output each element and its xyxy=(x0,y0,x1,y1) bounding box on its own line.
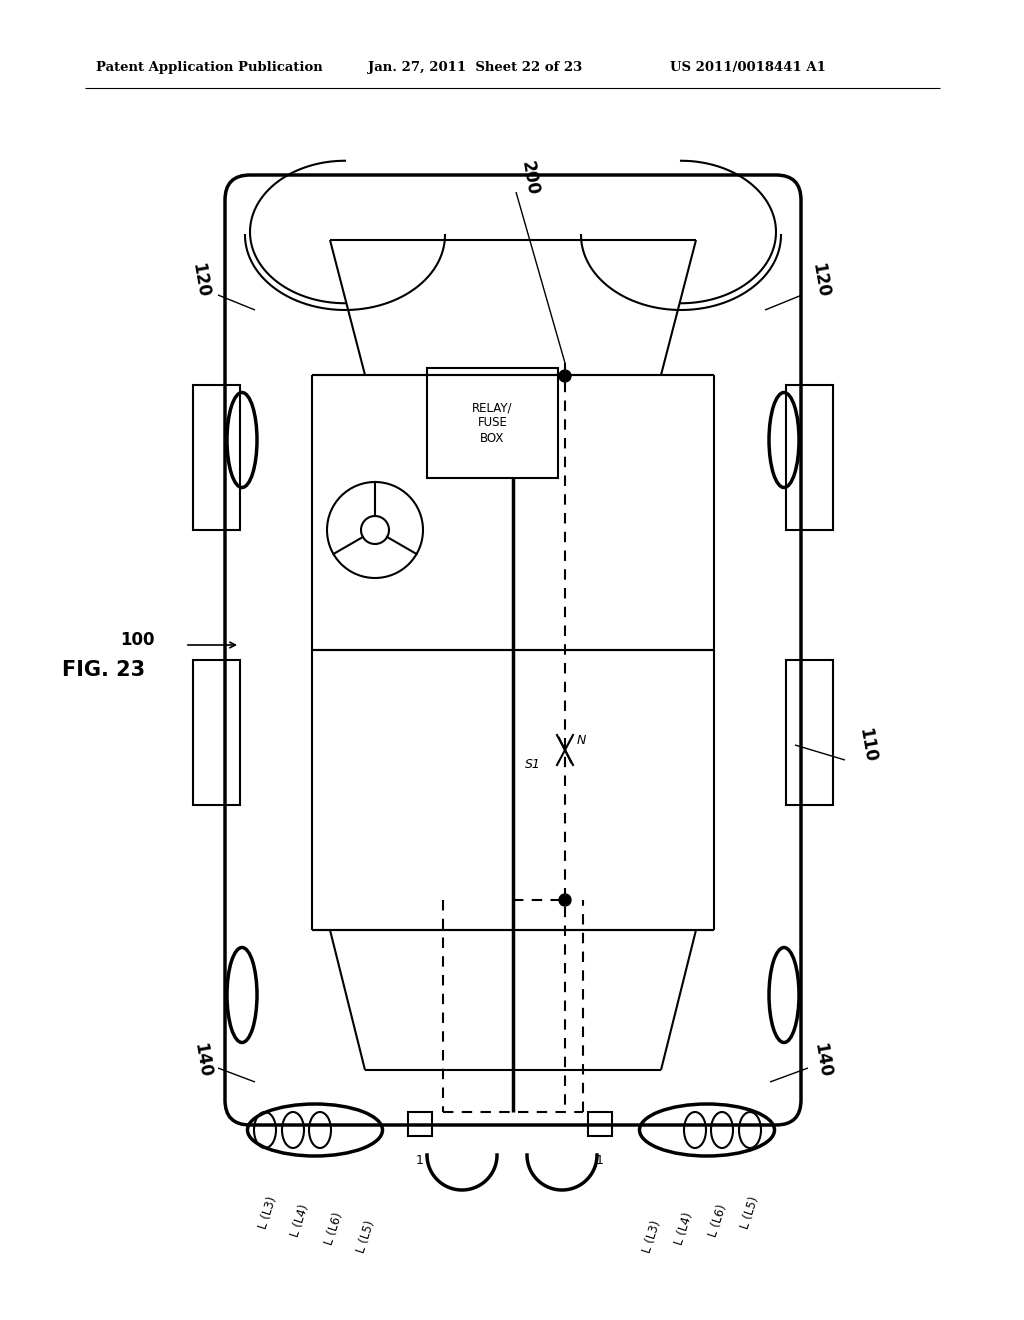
Text: Patent Application Publication: Patent Application Publication xyxy=(96,62,323,74)
Text: FIG. 23: FIG. 23 xyxy=(62,660,145,680)
Text: L (L5): L (L5) xyxy=(738,1195,761,1230)
Text: L (L3): L (L3) xyxy=(641,1218,664,1255)
Circle shape xyxy=(559,370,571,381)
Circle shape xyxy=(559,894,571,906)
Text: 140: 140 xyxy=(190,1041,214,1078)
Text: 100: 100 xyxy=(121,631,155,649)
Text: 120: 120 xyxy=(808,261,831,298)
Text: Jan. 27, 2011  Sheet 22 of 23: Jan. 27, 2011 Sheet 22 of 23 xyxy=(368,62,583,74)
Text: 200: 200 xyxy=(518,160,542,197)
Text: N: N xyxy=(577,734,587,747)
Bar xyxy=(427,368,558,478)
Text: S1: S1 xyxy=(525,759,541,771)
Text: 140: 140 xyxy=(810,1041,834,1078)
Bar xyxy=(588,1111,612,1137)
Bar xyxy=(193,660,240,805)
Text: L (L6): L (L6) xyxy=(707,1203,729,1239)
Text: 1: 1 xyxy=(596,1154,604,1167)
Text: L (L5): L (L5) xyxy=(354,1218,377,1255)
Text: 1: 1 xyxy=(416,1154,424,1167)
Text: L (L4): L (L4) xyxy=(289,1203,311,1239)
Bar xyxy=(786,660,833,805)
Text: L (L3): L (L3) xyxy=(257,1195,280,1230)
Text: US 2011/0018441 A1: US 2011/0018441 A1 xyxy=(670,62,826,74)
Text: L (L6): L (L6) xyxy=(323,1210,345,1247)
Text: L (L4): L (L4) xyxy=(673,1210,695,1247)
Text: RELAY/
FUSE
BOX: RELAY/ FUSE BOX xyxy=(472,401,513,445)
Text: 120: 120 xyxy=(188,261,212,298)
Text: 110: 110 xyxy=(855,726,879,763)
Bar xyxy=(193,385,240,531)
Bar xyxy=(408,1111,432,1137)
Bar xyxy=(786,385,833,531)
